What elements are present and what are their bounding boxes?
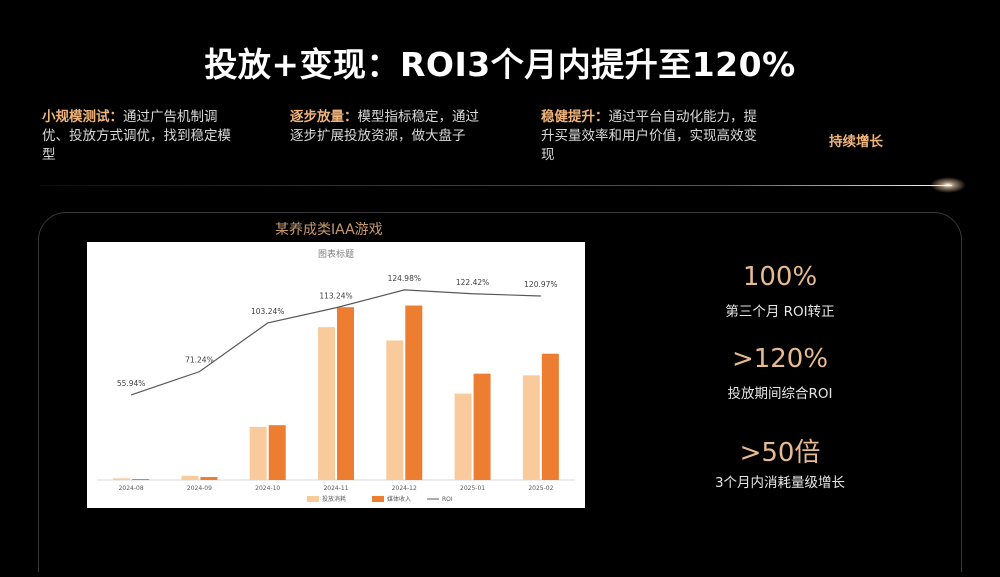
legend-swatch: [307, 496, 319, 502]
stat-label-overall-roi: 投放期间综合ROI: [727, 386, 833, 402]
x-tick-label: 2024-08: [119, 485, 144, 492]
step-steady-growth: 稳健提升：通过平台自动化能力，提升买量效率和用户价值，实现高效变现: [541, 108, 766, 165]
roi-data-label: 113.24%: [319, 292, 352, 301]
bar-spend-2024-12: [386, 340, 404, 480]
bar-revenue-2024-09: [200, 477, 218, 480]
chart-container: 图表标题 55.94% 71.24% 103.24% 113.24% 124.98% 12…: [87, 242, 585, 508]
roi-data-label: 103.24%: [251, 307, 284, 316]
roi-line: [130, 289, 541, 396]
step-highlight: 小规模测试：: [42, 109, 123, 125]
legend-label: 投放消耗: [322, 495, 346, 503]
roi-chart: 图表标题 55.94% 71.24% 103.24% 113.24% 124.98% 12…: [97, 248, 575, 503]
roi-data-label: 71.24%: [185, 356, 214, 365]
bar-spend-2025-01: [454, 393, 472, 480]
step-small-scale-test: 小规模测试：通过广告机制调优、投放方式调优，找到稳定模型: [42, 108, 242, 165]
roi-data-label: 55.94%: [117, 379, 146, 388]
timeline-line: [40, 185, 952, 186]
step-scale-up: 逐步放量：模型指标稳定，通过逐步扩展投放资源，做大盘子: [290, 108, 480, 146]
results-panel: [38, 212, 962, 572]
stat-value-spend-growth: >50倍: [739, 438, 821, 468]
step-text: 通过广告机制调优、投放方式调优，找到稳定模型: [42, 109, 231, 163]
roi-data-label: 122.42%: [456, 278, 489, 287]
bar-revenue-2024-12: [405, 305, 423, 480]
step-highlight: 逐步放量：: [290, 109, 358, 125]
step-continuous-growth: 持续增长: [829, 134, 883, 150]
x-tick-label: 2024-11: [323, 485, 348, 492]
roi-data-label: 120.97%: [524, 280, 557, 289]
panel-caption: 某养成类IAA游戏: [275, 222, 383, 238]
x-tick-label: 2024-09: [187, 485, 212, 492]
stat-value-overall-roi: >120%: [731, 344, 829, 374]
bar-spend-2024-10: [249, 426, 267, 480]
timeline-spark-icon: [930, 177, 966, 193]
roi-data-label: 124.98%: [388, 274, 421, 283]
bar-spend-2025-02: [522, 375, 540, 480]
bar-revenue-2024-08: [132, 479, 150, 480]
step-highlight: 稳健提升：: [541, 109, 609, 125]
x-tick-label: 2024-10: [255, 485, 280, 492]
step-text: 通过平台自动化能力，提升买量效率和用户价值，实现高效变现: [541, 109, 757, 163]
bar-revenue-2025-01: [473, 373, 491, 480]
stat-value-roi-positive: 100%: [742, 262, 818, 292]
x-tick-label: 2024-12: [392, 485, 417, 492]
bar-revenue-2025-02: [541, 353, 559, 480]
x-tick-label: 2025-01: [460, 485, 485, 492]
bar-spend-2024-11: [318, 327, 335, 480]
bar-spend-2024-09: [181, 475, 199, 480]
bar-revenue-2024-10: [268, 425, 286, 480]
x-tick-label: 2025-02: [528, 485, 553, 492]
stat-label-spend-growth: 3个月内消耗量级增长: [714, 475, 846, 491]
step-text: 模型指标稳定，通过逐步扩展投放资源，做大盘子: [290, 109, 479, 144]
chart-title: 图表标题: [318, 248, 354, 260]
bar-revenue-2024-11: [337, 307, 354, 480]
legend-label: ROI: [442, 496, 453, 503]
legend-label: 媒体收入: [387, 495, 411, 503]
legend-swatch: [372, 496, 384, 502]
stat-label-roi-positive: 第三个月 ROI转正: [725, 304, 835, 320]
slide-title: 投放+变现：ROI3个月内提升至120%: [204, 45, 796, 84]
bar-spend-2024-08: [113, 478, 131, 480]
